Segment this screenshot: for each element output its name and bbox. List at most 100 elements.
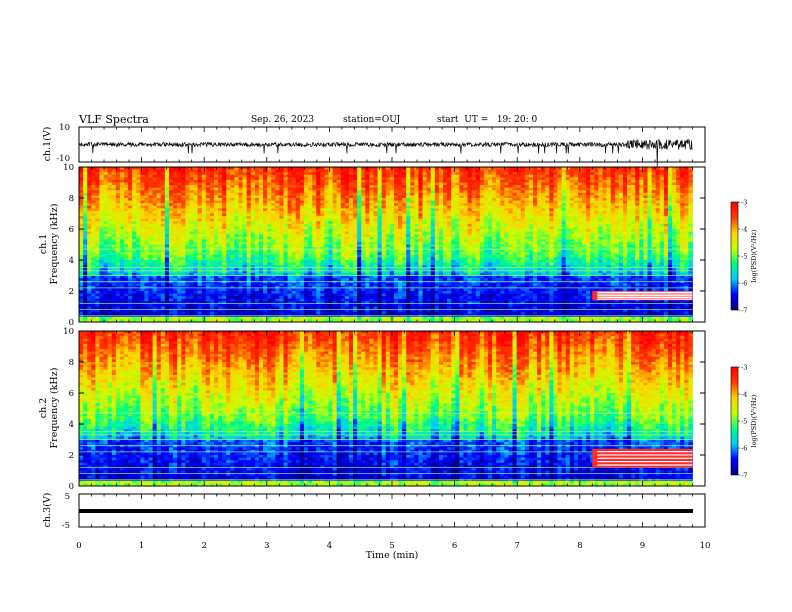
spectrogram-cell: [520, 210, 526, 214]
spectrogram-cell: [177, 172, 182, 176]
spectrogram-cell: [201, 244, 207, 248]
spectrogram-cell: [95, 229, 100, 232]
spectrogram-cell: [438, 172, 444, 176]
spectrogram-cell: [144, 179, 149, 183]
spectrogram-cell: [524, 241, 530, 245]
spectrogram-cell: [258, 249, 264, 253]
spectrogram-cell: [160, 208, 166, 212]
spectrogram-cell: [222, 244, 227, 248]
spectrogram-cell: [160, 195, 166, 199]
spectrogram-cell: [475, 200, 481, 204]
spectrogram-cell: [136, 187, 141, 191]
spectrogram-cell: [279, 236, 284, 240]
spectrogram-cell: [361, 195, 366, 199]
spectrogram-cell: [144, 210, 149, 214]
spectrogram-cell: [308, 247, 313, 251]
spectrogram-cell: [635, 182, 640, 186]
spectrogram-cell: [569, 182, 575, 186]
spectrogram-cell: [287, 247, 293, 251]
spectrogram-cell: [557, 236, 562, 240]
spectrogram-cell: [659, 226, 665, 230]
spectrogram-cell: [103, 218, 109, 222]
spectrogram-cell: [340, 185, 346, 189]
spectrogram-cell: [242, 247, 248, 251]
spectrogram-cell: [402, 182, 407, 186]
spectrogram-cell: [684, 241, 689, 245]
spectrogram-cell: [115, 190, 121, 194]
spectrogram-cell: [508, 208, 513, 212]
spectrogram-cell: [647, 221, 652, 225]
spectrogram-cell: [365, 247, 370, 251]
spectrogram-cell: [177, 244, 182, 248]
spectrogram-cell: [267, 244, 272, 248]
spectrogram-cell: [267, 216, 272, 220]
spectrogram-cell: [279, 223, 284, 227]
spectrogram-cell: [443, 241, 448, 245]
spectrogram-cell: [393, 182, 399, 186]
spectrogram-cell: [631, 169, 636, 173]
spectrogram-cell: [230, 205, 235, 209]
spectrogram-cell: [295, 177, 301, 181]
spectrogram-cell: [606, 200, 612, 204]
spectrogram-cell: [471, 177, 477, 181]
spectrogram-cell: [95, 167, 100, 170]
spectrogram-cell: [160, 187, 166, 191]
spectrogram-cell: [610, 174, 616, 178]
spectrogram-cell: [144, 167, 149, 170]
spectrogram-cell: [258, 195, 264, 199]
spectrogram-cell: [459, 210, 464, 214]
spectrogram-cell: [479, 244, 485, 248]
spectrogram-cell: [181, 200, 186, 204]
spectrogram-cell: [496, 213, 501, 217]
spectrogram-cell: [688, 226, 693, 230]
spectrogram-cell: [242, 208, 248, 212]
spectrogram-cell: [492, 190, 497, 194]
spectrogram-cell: [614, 216, 620, 220]
spectrogram-cell: [414, 182, 419, 186]
spectrogram-cell: [504, 236, 509, 240]
spectrogram-cell: [430, 213, 436, 217]
spectrogram-cell: [443, 167, 448, 170]
spectrogram-cell: [471, 200, 477, 204]
spectrogram-cell: [156, 229, 162, 232]
spectrogram-cell: [303, 208, 309, 212]
spectrogram-cell: [320, 244, 325, 248]
spectrogram-cell: [528, 223, 534, 227]
spectrogram-cell: [496, 172, 501, 176]
spectrogram-cell: [479, 203, 485, 207]
spectrogram-cell: [283, 223, 288, 227]
spectrogram-cell: [610, 231, 616, 235]
spectrogram-cell: [651, 229, 657, 232]
spectrogram-cell: [144, 195, 149, 199]
spectrogram-cell: [582, 216, 587, 220]
spectrogram-cell: [528, 241, 534, 245]
spectrogram-cell: [312, 195, 317, 199]
spectrogram-cell: [622, 226, 628, 230]
spectrogram-cell: [545, 223, 550, 227]
spectrogram-cell: [422, 177, 428, 181]
spectrogram-cell: [430, 190, 436, 194]
spectrogram-cell: [602, 226, 607, 230]
spectrogram-cell: [258, 210, 264, 214]
spectrogram-cell: [467, 195, 473, 199]
spectrogram-cell: [340, 221, 346, 225]
spectrogram-cell: [242, 218, 248, 222]
spectrogram-cell: [582, 249, 587, 253]
spectrogram-cell: [218, 198, 223, 201]
spectrogram-cell: [504, 221, 509, 225]
spectrogram-cell: [254, 174, 260, 178]
spectrogram-cell: [524, 167, 530, 170]
spectrogram-cell: [598, 182, 603, 186]
spectrogram-cell: [353, 172, 358, 176]
spectrogram-cell: [99, 229, 104, 232]
spectrogram-cell: [254, 249, 260, 253]
spectrogram-cell: [512, 218, 518, 222]
spectrogram-cell: [164, 177, 170, 181]
spectrogram-cell: [430, 192, 436, 196]
spectrogram-cell: [659, 218, 665, 222]
spectrogram-cell: [377, 198, 383, 201]
spectrogram-cell: [553, 249, 558, 253]
spectrogram-cell: [410, 185, 415, 189]
spectrogram-cell: [643, 174, 648, 178]
spectrogram-cell: [418, 247, 423, 251]
